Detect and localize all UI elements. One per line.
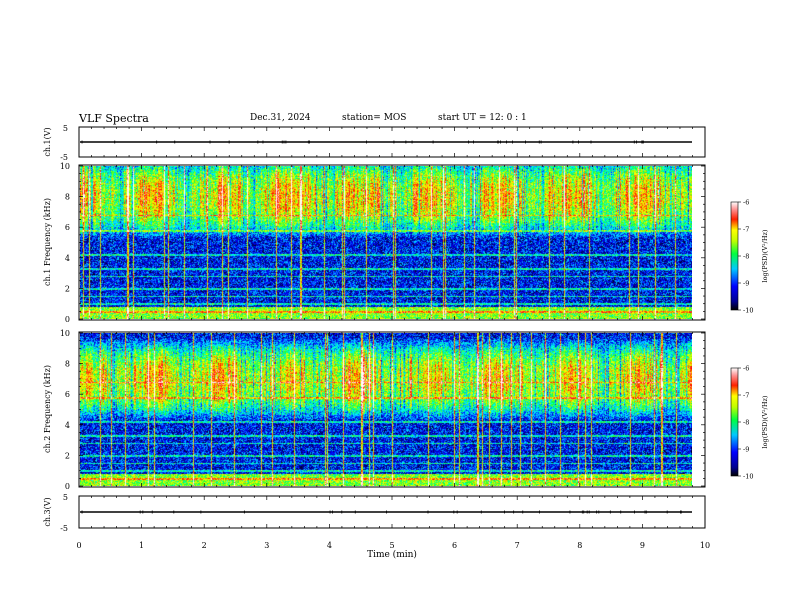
x-tick-label: 8 [577,541,582,550]
colorbar-tick-label: -10 [743,473,753,481]
colorbar-tick-label: -8 [743,419,749,427]
ch3-waveform-panel: 5 -5 ch.3(V) [43,493,706,533]
ch2-colorbar-label: log(PSD)(V²/Hz) [761,395,769,448]
colorbar-tick-label: -6 [743,199,749,207]
ch1-colorbar [730,201,739,311]
ch1-waveform-panel: 5 -5 ch.1(V) [43,124,706,162]
y-tick-label: 2 [65,451,70,460]
y-tick-label: 2 [65,284,70,293]
date-label: Dec.31, 2024 [250,113,311,123]
x-tick-label: 4 [327,541,332,550]
y-tick-label: 8 [65,193,70,202]
station-label: station= MOS [342,113,407,123]
colorbar-tick-label: -6 [743,365,749,373]
start-time-label: start UT = 12: 0 : 1 [438,113,527,123]
y-tick-label: 0 [65,482,70,491]
y-tick-label: 6 [65,390,70,399]
x-tick-label: 5 [389,541,394,550]
x-axis-label: Time (min) [367,549,417,560]
ch1-ytick-bottom: -5 [60,153,68,162]
y-tick-label: 6 [65,223,70,232]
ch2-spectrogram-image [80,333,692,486]
colorbar-tick-label: -9 [743,280,749,288]
x-tick-label: 9 [640,541,645,550]
ch1-spectrogram-image [80,166,692,319]
ch1-voltage-label: ch.1(V) [43,127,52,156]
y-tick-label: 4 [65,254,70,263]
y-tick-label: 4 [65,421,70,430]
y-tick-label: 10 [60,162,70,171]
ch3-ytick-top: 5 [63,493,68,502]
ch1-colorbar-label: log(PSD)(V²/Hz) [761,229,769,282]
colorbar-tick-label: -9 [743,446,749,454]
ch2-frequency-label: ch.2 Frequency (kHz) [43,365,52,453]
colorbar-tick-label: -10 [743,307,753,315]
ch1-ytick-top: 5 [63,124,68,133]
colorbar-tick-label: -7 [743,392,749,400]
colorbar-tick-label: -7 [743,226,749,234]
x-tick-label: 1 [139,541,144,550]
y-tick-label: 8 [65,360,70,369]
colorbar-tick-label: -8 [743,253,749,261]
ch2-spectrogram-panel: 0 2 4 6 8 10 ch.2 Frequency (kHz) -6 -7 -8 -9 -10… [43,329,769,491]
ch3-voltage-label: ch.3(V) [43,497,52,526]
x-tick-label: 0 [76,541,81,550]
x-tick-label: 6 [452,541,457,550]
ch1-frequency-label: ch.1 Frequency (kHz) [43,198,52,286]
x-tick-label: 10 [700,541,710,550]
y-tick-label: 0 [65,315,70,324]
ch1-spectrogram-panel: 0 2 4 6 8 10 ch.1 Frequency (kHz) -6 -7 -8 -9 -10… [43,162,769,324]
ch2-colorbar [730,367,739,477]
y-tick-label: 10 [60,329,70,338]
x-tick-label: 2 [202,541,207,550]
ch3-ytick-bottom: -5 [60,524,68,533]
chart-title: VLF Spectra [79,112,149,125]
x-tick-label: 7 [515,541,520,550]
x-tick-label: 3 [264,541,269,550]
